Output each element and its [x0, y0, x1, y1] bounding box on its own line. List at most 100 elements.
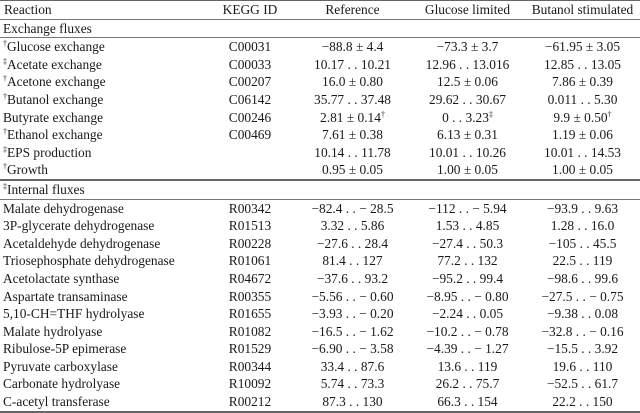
reaction-name: C-acetyl transferase — [0, 393, 205, 413]
butanol-stimulated-value-text: 1.28 . . 16.0 — [550, 218, 615, 234]
reference-value: −5.56 . . − 0.60 — [295, 288, 410, 306]
kegg-id: C00469 — [205, 126, 295, 144]
kegg-id: R01082 — [205, 323, 295, 341]
reaction-name-text: Growth — [7, 162, 48, 178]
kegg-id: C00031 — [205, 38, 295, 56]
reference-value: 10.14 . . 11.78 — [295, 144, 410, 162]
section-header-row: Exchange fluxes — [0, 19, 640, 39]
reference-value: 35.77 . . 37.48 — [295, 91, 410, 109]
kegg-id: R00212 — [205, 393, 295, 413]
reference-value-text: −3.93 . . − 0.20 — [311, 306, 394, 322]
reference-value: 87.3 . . 130 — [295, 393, 410, 413]
reaction-name-text: Butyrate exchange — [3, 109, 104, 125]
reaction-name: Pyruvate carboxylase — [0, 358, 205, 376]
butanol-stimulated-value: 19.6 . . 110 — [525, 358, 640, 376]
reference-value: −27.6 . . 28.4 — [295, 235, 410, 253]
glucose-limited-value-text: −8.95 . . − 0.80 — [426, 288, 509, 304]
footnote-mark: ‡ — [3, 144, 7, 154]
glucose-limited-value: 1.00 ± 0.05 — [410, 161, 525, 181]
reaction-name-text: Acetate exchange — [7, 56, 102, 72]
kegg-id-text: C00031 — [228, 39, 272, 55]
reaction-name: 5,10-CH=THF hydrolyase — [0, 305, 205, 323]
table-row: †Growth 0.95 ± 0.05 1.00 ± 0.05 1.00 ± 0.05 — [0, 161, 640, 181]
kegg-id — [205, 144, 295, 162]
section-title: ‡Internal fluxes — [0, 179, 640, 200]
footnote-mark: ‡ — [3, 56, 7, 66]
column-header-reaction: Reaction — [4, 2, 52, 17]
kegg-id-text: R00228 — [228, 235, 272, 251]
footnote-mark: † — [3, 162, 7, 172]
butanol-stimulated-value-text: 19.6 . . 110 — [552, 358, 613, 374]
butanol-stimulated-value-text: −93.9 . . 9.63 — [546, 200, 619, 216]
table-row: Acetaldehyde dehydrogenase R00228 −27.6 . … — [0, 235, 640, 253]
reaction-name-text: Malate dehydrogenase — [3, 200, 124, 216]
reaction-name: †Glucose exchange — [0, 38, 205, 56]
reaction-name-text: 3P-glycerate dehydrogenase — [3, 218, 155, 234]
kegg-id-text: R04672 — [228, 270, 272, 286]
reference-value-text: 3.32 . . 5.86 — [320, 218, 385, 234]
glucose-limited-value-text: −95.2 . . 99.4 — [431, 270, 504, 286]
butanol-stimulated-value-text: −98.6 . . 99.6 — [546, 270, 619, 286]
glucose-limited-value: −4.39 . . − 1.27 — [410, 340, 525, 358]
kegg-id-text: C00207 — [228, 74, 272, 90]
kegg-id-text: R00344 — [228, 358, 272, 374]
reference-value: 3.32 . . 5.86 — [295, 217, 410, 235]
kegg-id: R00355 — [205, 288, 295, 306]
reference-value: −37.6 . . 93.2 — [295, 270, 410, 288]
kegg-id-text: C06142 — [228, 91, 272, 107]
table-row: ‡EPS production 10.14 . . 11.78 10.01 . . … — [0, 144, 640, 162]
glucose-limited-value: −2.24 . . 0.05 — [410, 305, 525, 323]
table-row: Ribulose-5P epimerase R01529 −6.90 . . − 3… — [0, 340, 640, 358]
kegg-id-text: R01655 — [228, 306, 272, 322]
glucose-limited-value-text: 29.62 . . 30.67 — [429, 91, 506, 107]
column-header-kegg-id: KEGG ID — [222, 2, 278, 17]
reference-value: −88.8 ± 4.4 — [295, 38, 410, 56]
reference-value-text: 87.3 . . 130 — [322, 394, 383, 410]
glucose-limited-value: −27.4 . . 50.3 — [410, 235, 525, 253]
kegg-id: R01513 — [205, 217, 295, 235]
glucose-limited-value: 77.2 . . 132 — [410, 252, 525, 270]
kegg-id: R10092 — [205, 375, 295, 393]
reference-value-text: 7.61 ± 0.38 — [322, 127, 383, 143]
butanol-stimulated-value-text: −52.5 . . 61.7 — [546, 376, 619, 392]
reaction-name: Acetolactate synthase — [0, 270, 205, 288]
glucose-limited-value: −73.3 ± 3.7 — [410, 38, 525, 56]
reaction-name: †Ethanol exchange — [0, 126, 205, 144]
butanol-stimulated-value-text: 7.86 ± 0.39 — [552, 74, 613, 90]
reaction-name-text: EPS production — [7, 144, 92, 160]
table-row: †Glucose exchange C00031 −88.8 ± 4.4 −73.3 … — [0, 38, 640, 56]
glucose-limited-value-text: 1.53 . . 4.85 — [435, 218, 500, 234]
reference-value: 0.95 ± 0.05 — [295, 161, 410, 181]
reaction-name: Ribulose-5P epimerase — [0, 340, 205, 358]
kegg-id: R00344 — [205, 358, 295, 376]
kegg-id: C00207 — [205, 73, 295, 91]
reaction-name-text: Carbonate hydrolyase — [3, 376, 121, 392]
butanol-stimulated-value: −32.8 . . − 0.16 — [525, 323, 640, 341]
butanol-stimulated-value: 12.85 . . 13.05 — [525, 56, 640, 74]
footnote-mark: † — [3, 39, 7, 49]
kegg-id: C06142 — [205, 91, 295, 109]
kegg-id-text: C00033 — [228, 56, 272, 72]
butanol-stimulated-value-text: 12.85 . . 13.05 — [544, 56, 621, 72]
glucose-limited-value-text: −112 . . − 5.94 — [428, 200, 507, 216]
butanol-stimulated-value-text: 10.01 . . 14.53 — [544, 144, 621, 160]
kegg-id: R00228 — [205, 235, 295, 253]
reaction-name: †Butanol exchange — [0, 91, 205, 109]
footnote-mark: † — [3, 91, 7, 101]
glucose-limited-value-text: −2.24 . . 0.05 — [431, 306, 504, 322]
butanol-stimulated-value: 1.00 ± 0.05 — [525, 161, 640, 181]
kegg-id-text: R01082 — [228, 323, 272, 339]
reaction-name-text: Ribulose-5P epimerase — [3, 341, 127, 357]
reference-value: −6.90 . . − 3.58 — [295, 340, 410, 358]
footnote-mark: † — [3, 74, 7, 84]
reference-value-text: −27.6 . . 28.4 — [316, 235, 389, 251]
reference-value-text: 5.74 . . 73.3 — [320, 376, 385, 392]
reference-value: 33.4 . . 87.6 — [295, 358, 410, 376]
glucose-limited-value: −95.2 . . 99.4 — [410, 270, 525, 288]
table-row: C-acetyl transferase R00212 87.3 . . 130 66… — [0, 393, 640, 413]
glucose-limited-value: 29.62 . . 30.67 — [410, 91, 525, 109]
reaction-name-text: Acetolactate synthase — [3, 270, 120, 286]
footnote-mark: † — [3, 127, 7, 137]
glucose-limited-value-text: −27.4 . . 50.3 — [431, 235, 504, 251]
